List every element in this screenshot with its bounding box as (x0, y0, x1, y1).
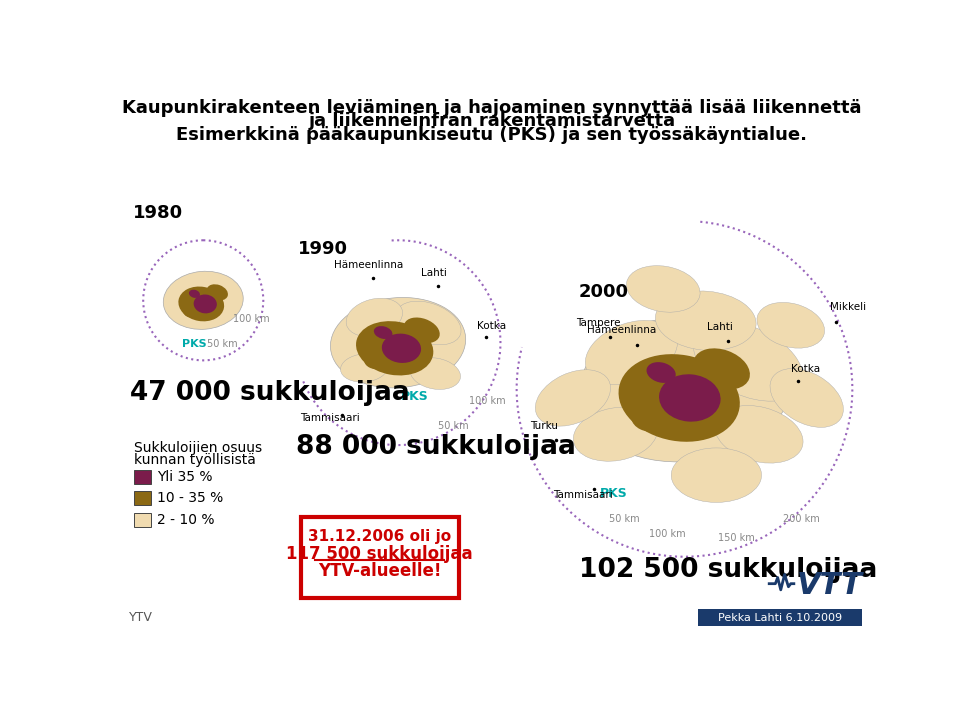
FancyBboxPatch shape (134, 491, 151, 505)
Text: Tammisaari: Tammisaari (553, 490, 612, 501)
Ellipse shape (330, 297, 466, 388)
Text: 100 km: 100 km (232, 314, 270, 324)
Text: 102 500 sukkuloijaa: 102 500 sukkuloijaa (579, 557, 877, 582)
Text: 1980: 1980 (133, 204, 183, 222)
Text: 31.12.2006 oli jo: 31.12.2006 oli jo (308, 529, 451, 544)
Ellipse shape (206, 285, 228, 301)
Ellipse shape (382, 334, 421, 363)
Text: 200 km: 200 km (783, 514, 820, 524)
FancyBboxPatch shape (134, 513, 151, 527)
Ellipse shape (163, 271, 243, 330)
Ellipse shape (770, 369, 844, 427)
Ellipse shape (364, 347, 395, 369)
Ellipse shape (356, 321, 433, 376)
Text: 2000: 2000 (578, 283, 628, 301)
Text: Hämeenlinna: Hämeenlinna (587, 325, 656, 335)
Text: 50 km: 50 km (207, 338, 238, 349)
Text: Sukkuloijien osuus: Sukkuloijien osuus (134, 441, 262, 455)
Ellipse shape (693, 348, 750, 390)
Text: 47 000 sukkuloijaa: 47 000 sukkuloijaa (131, 380, 410, 406)
Ellipse shape (404, 318, 440, 343)
Text: Lahti: Lahti (707, 321, 732, 332)
Text: Kotka: Kotka (791, 364, 820, 374)
Ellipse shape (410, 358, 461, 390)
Ellipse shape (179, 287, 224, 321)
Text: YTV: YTV (129, 611, 153, 624)
Ellipse shape (183, 304, 201, 318)
Text: Turku: Turku (530, 421, 559, 431)
Text: Yli 35 %: Yli 35 % (157, 469, 212, 484)
Ellipse shape (618, 354, 740, 442)
Text: Pekka Lahti 6.10.2009: Pekka Lahti 6.10.2009 (718, 613, 842, 623)
Text: Kotka: Kotka (477, 321, 507, 331)
Ellipse shape (586, 321, 678, 385)
Text: PKS: PKS (181, 339, 206, 349)
Text: ja liikenneinfran rakentamistarvetta: ja liikenneinfran rakentamistarvetta (308, 112, 676, 131)
Text: 50 km: 50 km (610, 514, 639, 524)
Ellipse shape (347, 298, 402, 337)
Ellipse shape (693, 322, 804, 401)
Text: Mikkeli: Mikkeli (829, 302, 866, 312)
Text: PKS: PKS (401, 390, 429, 403)
FancyBboxPatch shape (301, 517, 459, 598)
Text: Tampere: Tampere (576, 318, 620, 328)
Text: Esimerkkinä pääkaupunkiseutu (PKS) ja sen työssäkäyntialue.: Esimerkkinä pääkaupunkiseutu (PKS) ja se… (177, 126, 807, 144)
Ellipse shape (341, 354, 388, 382)
Ellipse shape (189, 289, 200, 298)
Ellipse shape (714, 405, 804, 463)
Text: VTT: VTT (797, 570, 863, 599)
Text: 2 - 10 %: 2 - 10 % (157, 513, 214, 527)
Ellipse shape (373, 326, 393, 339)
Ellipse shape (536, 370, 611, 426)
Text: kunnan työllisistä: kunnan työllisistä (134, 453, 255, 467)
Text: 100 km: 100 km (649, 530, 685, 539)
Ellipse shape (646, 362, 676, 383)
Text: Lahti: Lahti (421, 268, 447, 277)
Ellipse shape (573, 407, 658, 461)
Text: 1990: 1990 (298, 240, 348, 258)
Text: Hämeenlinna: Hämeenlinna (334, 260, 403, 270)
Ellipse shape (756, 302, 825, 348)
FancyBboxPatch shape (134, 469, 151, 484)
Ellipse shape (671, 448, 761, 503)
Text: Tammisaari: Tammisaari (300, 413, 360, 423)
Text: 10 - 35 %: 10 - 35 % (157, 491, 224, 505)
Text: 50 km: 50 km (438, 421, 468, 431)
Text: 100 km: 100 km (469, 396, 506, 406)
Ellipse shape (194, 294, 217, 313)
Text: 150 km: 150 km (718, 533, 756, 544)
Ellipse shape (396, 301, 461, 345)
Text: 117 500 sukkuloijaa: 117 500 sukkuloijaa (286, 545, 473, 563)
FancyBboxPatch shape (698, 609, 861, 626)
Ellipse shape (656, 291, 756, 350)
Text: PKS: PKS (600, 487, 628, 501)
Ellipse shape (579, 316, 790, 462)
Ellipse shape (631, 397, 679, 432)
Text: Kaupunkirakenteen leviäminen ja hajoaminen synnyttää lisää liikennettä: Kaupunkirakenteen leviäminen ja hajoamin… (122, 99, 862, 116)
Ellipse shape (627, 265, 700, 312)
Text: YTV-alueelle!: YTV-alueelle! (318, 562, 442, 580)
Text: 88 000 sukkuloijaa: 88 000 sukkuloijaa (297, 433, 576, 460)
Ellipse shape (660, 374, 721, 421)
